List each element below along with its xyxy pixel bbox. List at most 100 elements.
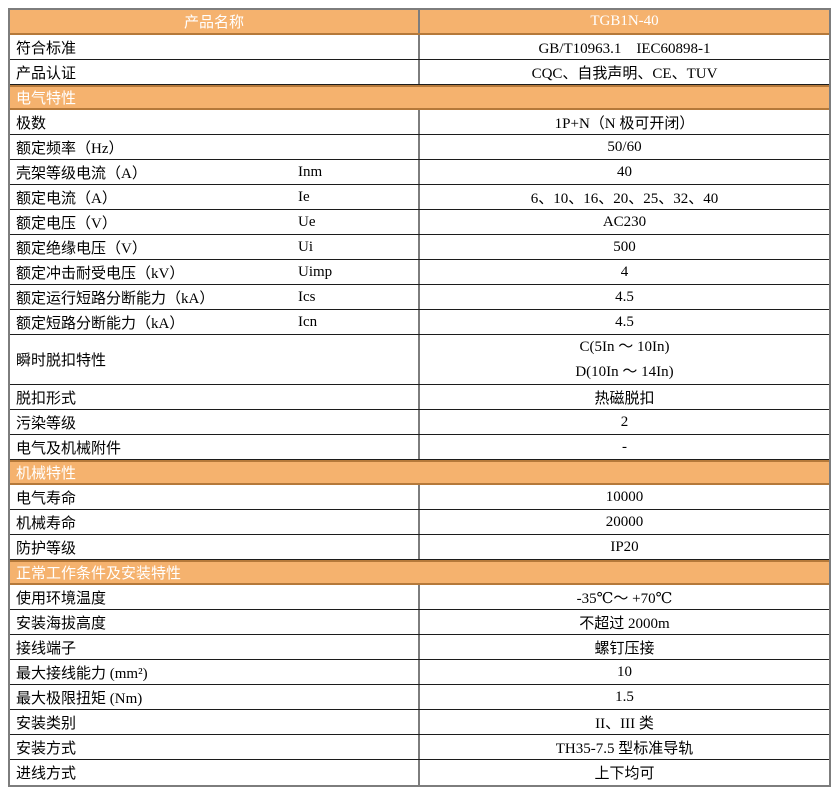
spec-row: 极数 1P+N（N 极可开闭） (10, 110, 829, 135)
spec-value-cell: 500 (613, 238, 636, 255)
spec-value-cell: TH35-7.5 型标准导轨 (555, 740, 694, 757)
spec-label: 额定绝缘电压（V） (16, 240, 147, 257)
spec-label: 脱扣形式 (16, 390, 77, 407)
spec-row: 产品认证 CQC、自我声明、CE、TUV (10, 60, 829, 85)
spec-value-cell: 1P+N（N 极可开闭） (554, 115, 695, 132)
spec-value-cell: 20000 (605, 513, 644, 530)
product-spec-table: 产品名称 TGB1N-40 符合标准 GB/T10963.1 IEC60898-1 产品… (8, 8, 831, 787)
spec-label: 额定频率（Hz） (16, 140, 124, 157)
spec-label-cell: 额定绝缘电压（V） Ui (10, 235, 420, 259)
spec-row: 安装方式 TH35-7.5 型标准导轨 (10, 735, 829, 760)
spec-row: 符合标准 GB/T10963.1 IEC60898-1 (10, 35, 829, 60)
spec-label: 进线方式 (16, 766, 77, 782)
spec-row: 进线方式 上下均可 (10, 760, 829, 785)
spec-label-cell: 额定运行短路分断能力（kA） Ics (10, 285, 420, 309)
spec-label-cell: 额定电流（A） Ie (10, 185, 420, 209)
spec-label: 接线端子 (16, 640, 77, 657)
spec-value-cell: II、III 类 (595, 715, 654, 732)
spec-label: 产品认证 (16, 65, 77, 82)
spec-label-cell: 电气及机械附件 (10, 435, 420, 459)
spec-label: 防护等级 (16, 540, 77, 557)
spec-symbol: Ics (298, 288, 316, 305)
spec-value-cell: 4.5 (615, 288, 634, 305)
spec-value-cell: C(5In ～ 10In) D(10In ～ 14In) (420, 335, 829, 384)
spec-label: 最大接线能力 (mm²) (16, 665, 148, 682)
spec-value-cell: - (622, 438, 627, 455)
spec-value-cell: CQC、自我声明、CE、TUV (531, 65, 718, 82)
spec-label: 电气寿命 (16, 490, 77, 507)
spec-label: 极数 (16, 115, 47, 132)
spec-symbol: Inm (298, 163, 323, 180)
spec-label: 符合标准 (16, 40, 77, 57)
spec-symbol: Ui (298, 238, 313, 255)
spec-row: 安装海拔高度 不超过 2000m (10, 610, 829, 635)
spec-label-cell: 符合标准 (10, 35, 420, 59)
spec-row: 接线端子 螺钉压接 (10, 635, 829, 660)
spec-label-cell: 机械寿命 (10, 510, 420, 534)
section-band-row: 电气特性 (10, 85, 829, 110)
spec-row: 防护等级 IP20 (10, 535, 829, 560)
spec-label-cell: 进线方式 (10, 760, 420, 785)
spec-row: 额定电流（A） Ie 6、10、16、20、25、32、40 (10, 185, 829, 210)
spec-label-cell: 使用环境温度 (10, 585, 420, 609)
spec-value-cell: 螺钉压接 (594, 640, 655, 657)
spec-value-cell: 上下均可 (594, 766, 655, 782)
spec-label-cell: 接线端子 (10, 635, 420, 659)
spec-label: 额定电流（A） (16, 190, 117, 207)
spec-value-cell: 6、10、16、20、25、32、40 (530, 190, 719, 207)
spec-label: 安装海拔高度 (16, 615, 107, 632)
spec-row: 额定电压（V） Ue AC230 (10, 210, 829, 235)
spec-row: 壳架等级电流（A） Inm 40 (10, 160, 829, 185)
spec-row: 脱扣形式 热磁脱扣 (10, 385, 829, 410)
spec-label-cell: 电气寿命 (10, 485, 420, 509)
spec-label: 壳架等级电流（A） (16, 165, 147, 182)
spec-label-cell: 最大极限扭矩 (Nm) (10, 685, 420, 709)
spec-value-cell: 不超过 2000m (579, 615, 670, 632)
spec-label-cell: 污染等级 (10, 410, 420, 434)
spec-value-cell: AC230 (602, 213, 647, 230)
spec-label: 额定电压（V） (16, 215, 117, 232)
spec-label: 安装方式 (16, 740, 77, 757)
spec-label-cell: 瞬时脱扣特性 (10, 335, 420, 384)
table-header-row: 产品名称 TGB1N-40 (10, 10, 829, 35)
spec-row: 最大极限扭矩 (Nm) 1.5 (10, 685, 829, 710)
spec-row: 电气及机械附件 - (10, 435, 829, 460)
spec-value-cell: 50/60 (607, 138, 642, 155)
spec-label-cell: 壳架等级电流（A） Inm (10, 160, 420, 184)
section-title: 机械特性 (16, 466, 77, 482)
spec-label-cell: 安装海拔高度 (10, 610, 420, 634)
spec-value-line: D(10In ～ 14In) (575, 363, 674, 380)
spec-row: 瞬时脱扣特性 C(5In ～ 10In) D(10In ～ 14In) (10, 335, 829, 385)
spec-label-cell: 额定短路分断能力（kA） Icn (10, 310, 420, 334)
spec-label-cell: 极数 (10, 110, 420, 134)
spec-value-cell: -35℃～ +70℃ (576, 590, 673, 607)
spec-row: 额定短路分断能力（kA） Icn 4.5 (10, 310, 829, 335)
spec-value-line: C(5In ～ 10In) (579, 338, 670, 355)
spec-value-cell: 10 (617, 663, 632, 680)
spec-label: 额定冲击耐受电压（kV） (16, 265, 185, 282)
spec-label: 额定运行短路分断能力（kA） (16, 290, 215, 307)
spec-row: 最大接线能力 (mm²) 10 (10, 660, 829, 685)
spec-symbol: Uimp (298, 263, 333, 280)
spec-row: 额定频率（Hz） 50/60 (10, 135, 829, 160)
spec-label-cell: 额定频率（Hz） (10, 135, 420, 159)
spec-row: 污染等级 2 (10, 410, 829, 435)
product-name-header: 产品名称 (10, 10, 420, 33)
section-band-row: 正常工作条件及安装特性 (10, 560, 829, 585)
spec-value-cell: 40 (617, 163, 632, 180)
section-title: 正常工作条件及安装特性 (16, 566, 182, 582)
spec-label: 机械寿命 (16, 515, 77, 532)
spec-label-cell: 最大接线能力 (mm²) (10, 660, 420, 684)
spec-label-cell: 产品认证 (10, 60, 420, 84)
spec-row: 电气寿命 10000 (10, 485, 829, 510)
spec-label-cell: 安装方式 (10, 735, 420, 759)
spec-label-cell: 脱扣形式 (10, 385, 420, 409)
spec-value-cell: 4 (620, 263, 629, 280)
spec-row: 使用环境温度 -35℃～ +70℃ (10, 585, 829, 610)
spec-value-cell: 4.5 (615, 313, 634, 330)
spec-value-cell: 1.5 (615, 688, 634, 705)
spec-label: 安装类别 (16, 715, 77, 732)
spec-symbol: Ue (298, 213, 316, 230)
spec-label-cell: 安装类别 (10, 710, 420, 734)
